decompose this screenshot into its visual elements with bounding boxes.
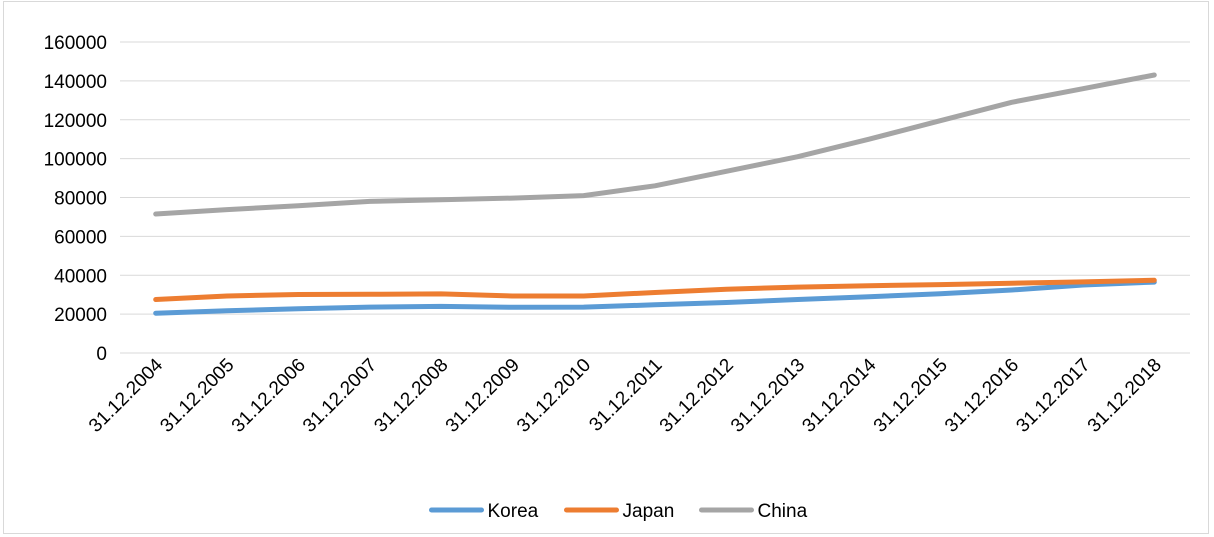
x-tick-label: 31.12.2005: [156, 355, 238, 437]
y-tick-label: 60000: [54, 227, 107, 248]
x-tick-label: 31.12.2009: [442, 355, 524, 437]
x-tick-label: 31.12.2012: [656, 355, 738, 437]
y-tick-label: 80000: [54, 189, 107, 210]
y-tick-label: 120000: [44, 111, 107, 132]
legend-label: Korea: [488, 501, 539, 522]
x-tick-label: 31.12.2013: [727, 355, 809, 437]
gridlines: [120, 42, 1190, 314]
x-tick-label: 31.12.2017: [1012, 355, 1094, 437]
y-tick-label: 160000: [44, 33, 107, 54]
legend-item-korea: Korea: [432, 501, 539, 522]
x-tick-label: 31.12.2014: [798, 354, 880, 436]
x-tick-label: 31.12.2018: [1084, 355, 1166, 437]
y-tick-label: 20000: [54, 305, 107, 326]
legend-item-japan: Japan: [567, 501, 675, 522]
x-tick-label: 31.12.2008: [370, 355, 452, 437]
legend-label: Japan: [623, 501, 675, 522]
legend: Korea Japan China: [432, 501, 808, 522]
y-axis-ticks: 0 20000 40000 60000 80000 100000 120000 140000 1…: [44, 33, 107, 365]
x-tick-label: 31.12.2004: [85, 354, 167, 436]
x-tick-label: 31.12.2010: [513, 355, 595, 437]
series-line-china: [156, 75, 1155, 214]
x-tick-label: 31.12.2011: [585, 355, 666, 436]
legend-label: China: [758, 501, 808, 522]
x-axis-ticks: 31.12.200431.12.200531.12.200631.12.2007…: [85, 354, 1166, 436]
y-tick-label: 100000: [44, 150, 107, 171]
series-line-korea: [156, 282, 1155, 313]
legend-item-china: China: [702, 501, 808, 522]
y-tick-label: 0: [96, 344, 107, 365]
x-tick-label: 31.12.2007: [299, 355, 381, 437]
y-tick-label: 140000: [44, 72, 107, 93]
x-tick-label: 31.12.2016: [941, 355, 1023, 437]
x-tick-label: 31.12.2015: [870, 355, 952, 437]
y-tick-label: 40000: [54, 266, 107, 287]
x-tick-label: 31.12.2006: [228, 355, 310, 437]
series-lines: [156, 75, 1155, 313]
